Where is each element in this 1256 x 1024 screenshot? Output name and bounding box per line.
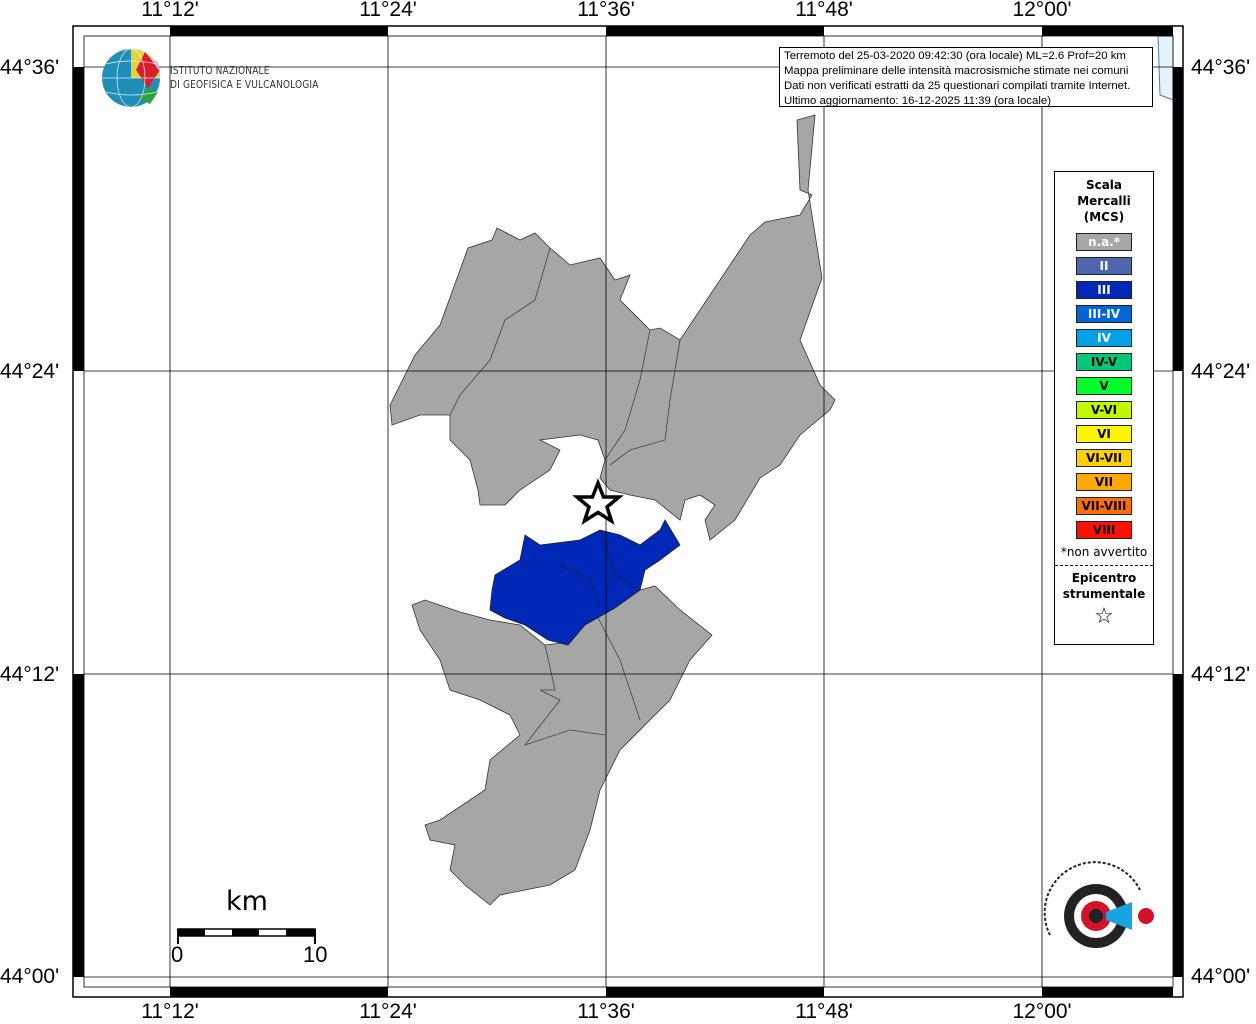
scalebar-min: 0 (171, 942, 184, 967)
mcs-legend: Scala Mercalli (MCS) n.a.* II III III-IV IV I… (1054, 171, 1154, 645)
legend-swatch: VIII (1076, 521, 1132, 539)
lon-label: 11°24' (359, 0, 417, 21)
lat-label: 44°00' (0, 965, 60, 988)
legend-swatch: V (1076, 377, 1132, 395)
legend-title-line: Mercalli (1077, 194, 1131, 208)
legend-star-icon: ☆ (1094, 604, 1114, 629)
lat-label: 44°12' (1191, 663, 1251, 686)
boundary-line (523, 611, 641, 746)
sea-area (1157, 35, 1174, 101)
scalebar-unit: km (226, 886, 268, 917)
legend-title-line: Scala (1085, 178, 1123, 192)
scalebar-max: 10 (303, 942, 328, 967)
boundary-line (559, 529, 641, 606)
lon-label: 11°12' (141, 1000, 199, 1023)
lon-label: 11°36' (577, 1000, 635, 1023)
info-line: Ultimo aggiornamento: 16-12-2025 11:39 (… (784, 95, 1051, 107)
legend-note: *non avvertito (1060, 545, 1148, 559)
info-line: Terremoto del 25-03-2020 09:42:30 (ora l… (784, 50, 1126, 62)
legend-swatch: VI (1076, 425, 1132, 443)
lat-label: 44°36' (0, 56, 60, 79)
epicenter-star-icon[interactable] (572, 478, 624, 526)
info-line: Dati non verificati estratti da 25 quest… (784, 80, 1131, 92)
epicenter-label-line: Epicentro (1071, 571, 1137, 585)
legend-swatch: n.a.* (1076, 233, 1132, 251)
epicenter-label-line: strumentale (1062, 587, 1146, 601)
lon-label: 11°36' (577, 0, 635, 21)
legend-swatch: VII-VIII (1076, 497, 1132, 515)
lat-label: 44°00' (1191, 965, 1251, 988)
lat-label: 44°24' (1191, 360, 1251, 383)
legend-swatch: III (1076, 281, 1132, 299)
ingv-logo-text: ISTITUTO NAZIONALE DI GEOFISICA E VULCAN… (170, 64, 319, 92)
ingv-logo-globe-icon (102, 48, 160, 108)
legend-swatch: II (1076, 257, 1132, 275)
legend-divider (1055, 565, 1153, 566)
lon-label: 11°48' (795, 0, 853, 21)
legend-swatch: V-VI (1076, 401, 1132, 419)
legend-swatch: IV-V (1076, 353, 1132, 371)
lon-label: 12°00' (1012, 0, 1072, 21)
area-northern-municipalities[interactable] (389, 114, 836, 541)
legend-swatch: IV (1076, 329, 1132, 347)
lat-label: 44°36' (1191, 56, 1251, 79)
legend-swatch: III-IV (1076, 305, 1132, 323)
legend-swatches: n.a.* II III III-IV IV IV-V V V-VI VI VI-VII VII VI… (1055, 233, 1153, 539)
boundary-line (449, 247, 681, 466)
info-line: Mappa preliminare delle intensità macros… (784, 65, 1129, 77)
lon-label: 11°48' (795, 1000, 853, 1023)
scalebar (177, 928, 316, 944)
legend-swatch: VI-VII (1076, 449, 1132, 467)
legend-epicenter-label: Epicentro strumentale (1055, 570, 1153, 602)
ingv-line2: DI GEOFISICA E VULCANOLOGIA (170, 78, 319, 91)
event-info-box: Terremoto del 25-03-2020 09:42:30 (ora l… (779, 47, 1153, 107)
legend-swatch: VII (1076, 473, 1132, 491)
lon-label: 11°12' (141, 0, 199, 21)
haisentito-logo-icon (1043, 861, 1154, 948)
lat-label: 44°12' (0, 663, 60, 686)
lon-label: 11°24' (359, 1000, 417, 1023)
lat-label: 44°24' (0, 360, 60, 383)
area-central-municipalities[interactable] (489, 519, 681, 646)
map-frame (73, 26, 1183, 997)
legend-title-line: (MCS) (1083, 210, 1125, 224)
legend-title: Scala Mercalli (MCS) (1055, 177, 1153, 225)
ingv-line1: ISTITUTO NAZIONALE (170, 64, 270, 77)
lon-label: 12°00' (1012, 1000, 1072, 1023)
map-areas (389, 114, 836, 906)
